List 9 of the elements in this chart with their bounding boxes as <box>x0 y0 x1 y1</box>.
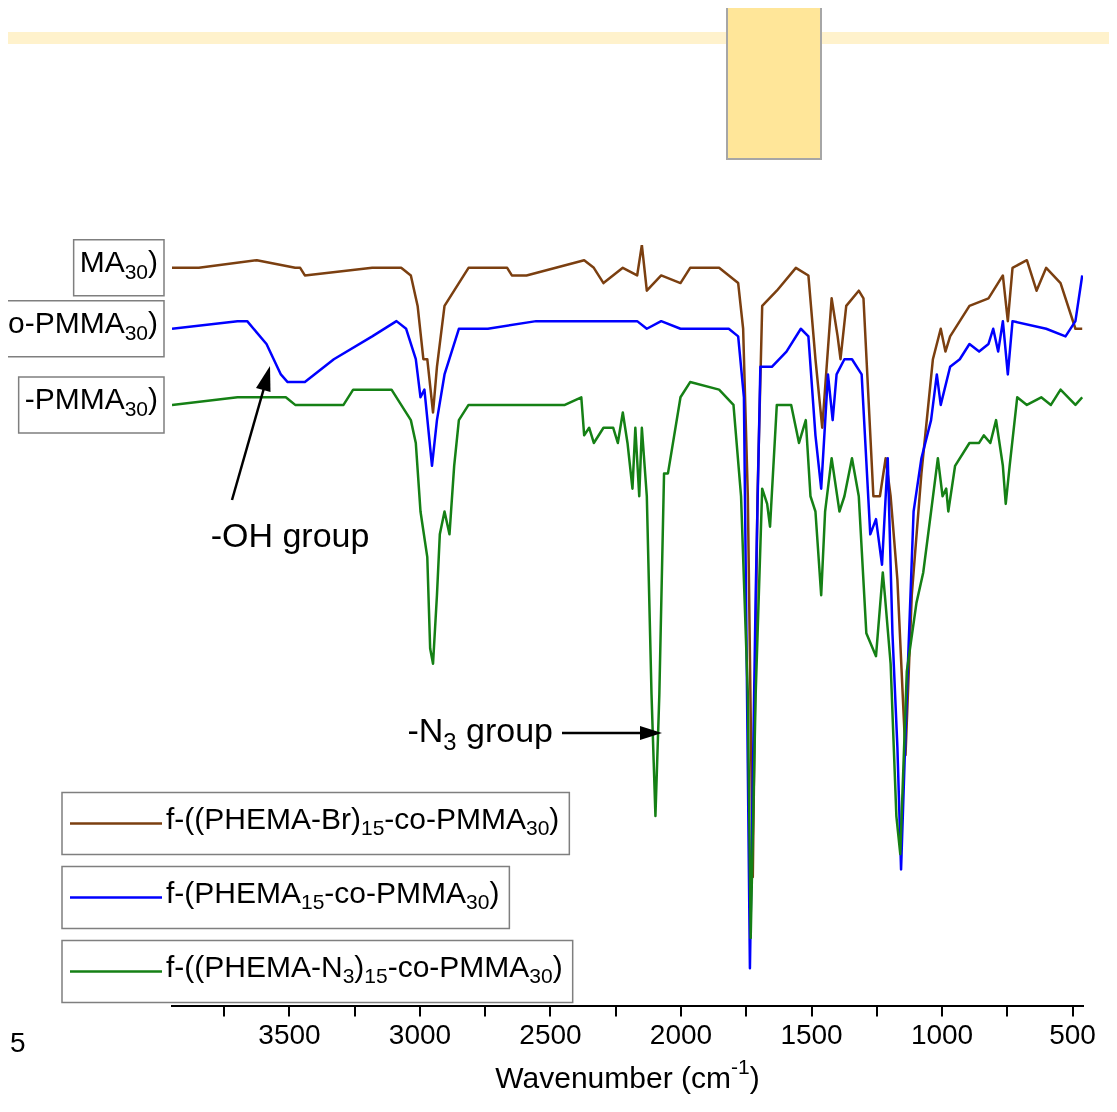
x-tick-label: 500 <box>1049 1018 1096 1050</box>
annotation: -OH group <box>210 516 370 555</box>
x-tick-label: 2000 <box>649 1018 713 1050</box>
x-tick-label: 1500 <box>780 1018 843 1050</box>
x-tick-label: 2500 <box>519 1018 582 1050</box>
text: 5 <box>10 1027 26 1059</box>
x-tick-label: 3000 <box>388 1018 452 1050</box>
x-tick-label: 1000 <box>910 1018 974 1050</box>
x-tick-label: 3500 <box>258 1018 321 1050</box>
